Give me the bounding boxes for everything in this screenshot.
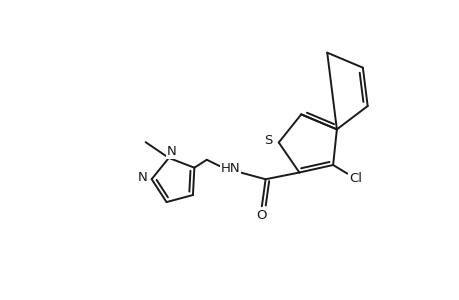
Text: N: N — [167, 145, 176, 158]
Text: O: O — [255, 209, 266, 222]
Text: HN: HN — [220, 161, 240, 175]
Text: S: S — [263, 134, 272, 147]
Text: N: N — [137, 171, 147, 184]
Text: Cl: Cl — [348, 172, 361, 185]
